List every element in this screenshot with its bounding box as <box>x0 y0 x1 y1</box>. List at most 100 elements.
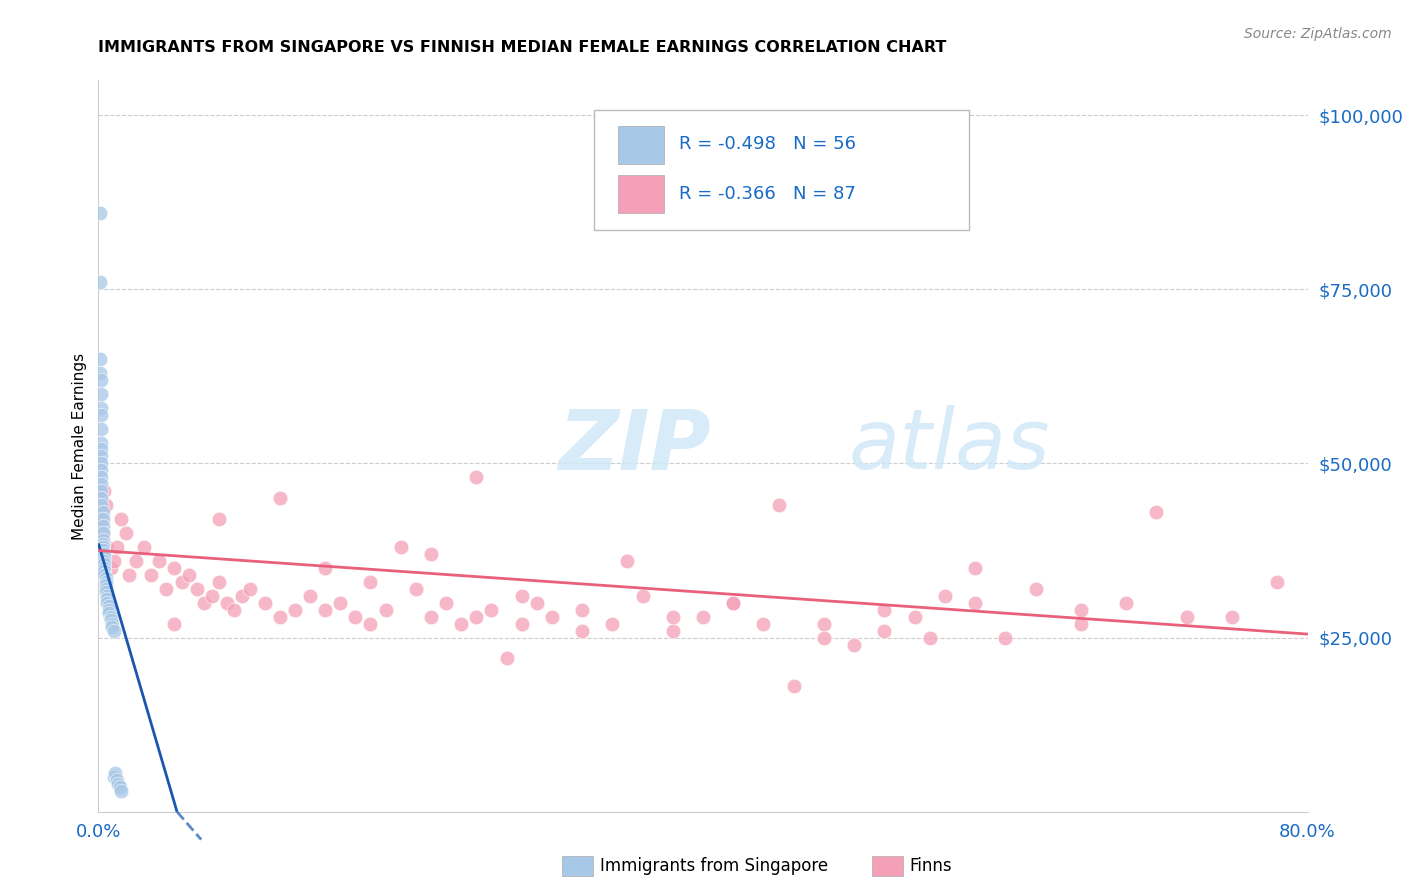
Point <box>104 766 127 780</box>
Point <box>723 596 745 610</box>
Point <box>91 536 114 550</box>
Text: Finns: Finns <box>910 857 952 875</box>
Point <box>101 616 124 631</box>
FancyBboxPatch shape <box>619 127 664 164</box>
Point <box>141 567 163 582</box>
Point <box>314 561 336 575</box>
Point <box>314 603 336 617</box>
Point <box>873 624 896 638</box>
Point <box>94 574 117 589</box>
Point <box>215 596 238 610</box>
Point <box>93 558 115 572</box>
Point <box>170 574 193 589</box>
Point <box>108 780 131 795</box>
Point <box>631 589 654 603</box>
Point <box>91 505 114 519</box>
Point <box>89 205 111 219</box>
Point <box>904 609 927 624</box>
Point <box>96 596 118 610</box>
Point <box>571 603 593 617</box>
Text: R = -0.498   N = 56: R = -0.498 N = 56 <box>679 135 856 153</box>
Point <box>269 491 291 506</box>
Text: atlas: atlas <box>848 406 1050 486</box>
Point <box>98 603 121 617</box>
Point <box>105 773 128 788</box>
Point <box>1175 609 1198 624</box>
Point <box>91 519 114 533</box>
Point <box>100 613 122 627</box>
Point <box>96 592 118 607</box>
Point <box>93 547 115 561</box>
Point <box>420 609 443 624</box>
Point <box>105 540 128 554</box>
Point <box>510 589 533 603</box>
Point <box>360 616 382 631</box>
Point <box>90 457 112 471</box>
Point <box>94 585 117 599</box>
Point <box>90 491 112 506</box>
Point <box>103 554 125 568</box>
Point <box>93 484 115 499</box>
Point <box>495 651 517 665</box>
Point <box>93 561 115 575</box>
Point <box>269 609 291 624</box>
Text: ZIP: ZIP <box>558 406 710 486</box>
Point <box>918 631 941 645</box>
Point <box>723 596 745 610</box>
Point <box>965 561 987 575</box>
Point <box>90 373 112 387</box>
Point <box>96 589 118 603</box>
Point <box>90 442 112 457</box>
Point <box>405 582 427 596</box>
Point <box>90 450 112 464</box>
Point <box>329 596 352 610</box>
Point <box>1070 616 1092 631</box>
Point <box>1024 582 1046 596</box>
Point <box>374 603 396 617</box>
Point <box>107 777 129 791</box>
Point <box>231 589 253 603</box>
Point <box>420 547 443 561</box>
Y-axis label: Median Female Earnings: Median Female Earnings <box>72 352 87 540</box>
Point <box>179 567 201 582</box>
Point <box>91 533 114 547</box>
Point <box>94 578 117 592</box>
Point <box>813 616 835 631</box>
Point <box>1115 596 1137 610</box>
Point <box>90 463 112 477</box>
Point <box>1070 603 1092 617</box>
Point <box>1220 609 1243 624</box>
Point <box>752 616 775 631</box>
Point <box>90 477 112 491</box>
Point <box>994 631 1017 645</box>
Point <box>662 609 685 624</box>
Point <box>783 679 806 693</box>
Point <box>155 582 177 596</box>
Point <box>571 624 593 638</box>
Point <box>103 770 125 784</box>
Point <box>90 498 112 512</box>
Point <box>450 616 472 631</box>
Point <box>93 554 115 568</box>
Point <box>389 540 412 554</box>
Point <box>253 596 276 610</box>
Point <box>91 540 114 554</box>
Point <box>100 561 122 575</box>
Point <box>132 540 155 554</box>
Point <box>692 609 714 624</box>
Point <box>98 599 121 614</box>
Point <box>90 386 112 401</box>
Point <box>163 561 186 575</box>
Point <box>768 498 790 512</box>
Point <box>510 616 533 631</box>
Point <box>284 603 307 617</box>
Point <box>90 435 112 450</box>
Point <box>163 616 186 631</box>
Point <box>186 582 208 596</box>
Point <box>96 540 118 554</box>
Point <box>465 470 488 484</box>
Point <box>465 609 488 624</box>
Point <box>434 596 457 610</box>
Point <box>118 567 141 582</box>
Point <box>813 631 835 645</box>
